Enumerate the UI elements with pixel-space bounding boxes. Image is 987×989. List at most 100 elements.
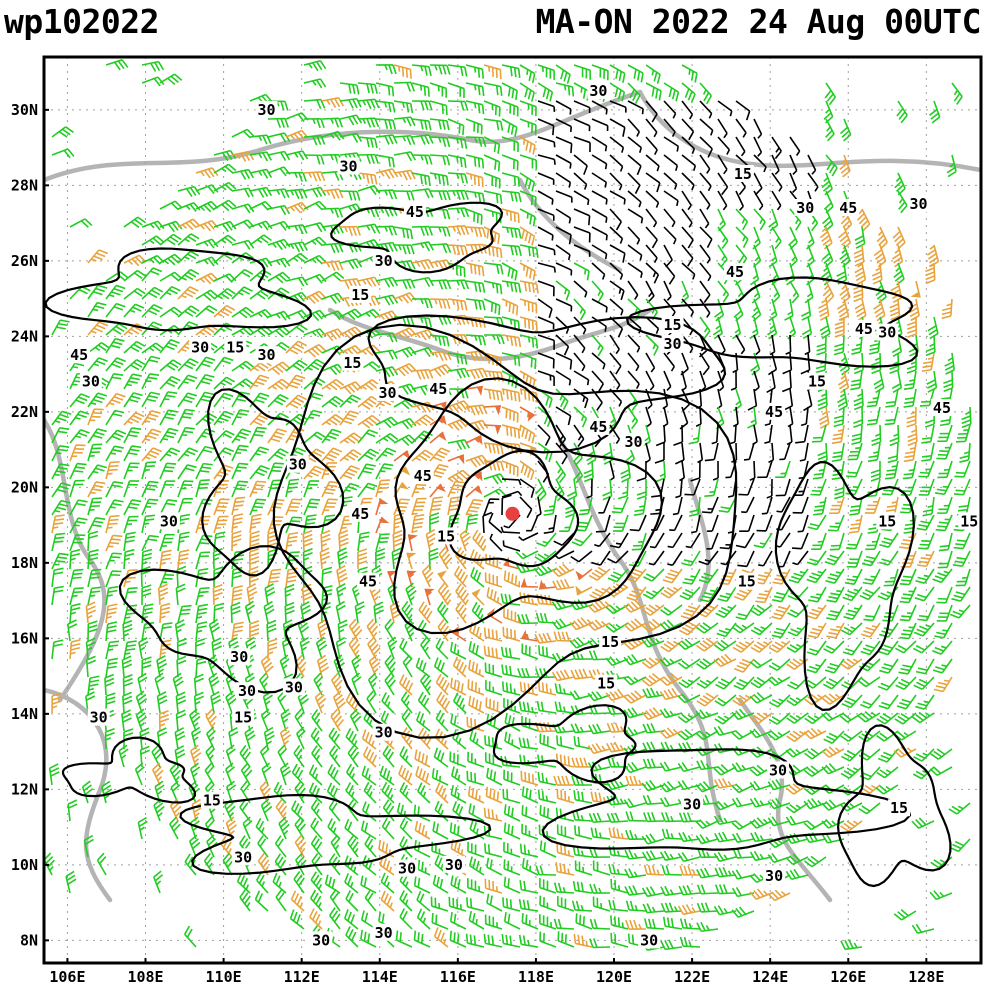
wind-barb xyxy=(466,770,485,786)
contour-label: 30 xyxy=(878,324,896,342)
wind-barb xyxy=(659,656,683,667)
wind-barb xyxy=(840,658,863,670)
wind-barb xyxy=(231,513,244,534)
wind-barb xyxy=(69,479,85,498)
wind-barb xyxy=(320,529,331,552)
wind-barb xyxy=(67,799,78,822)
wind-barb xyxy=(122,691,133,714)
wind-barb xyxy=(156,655,168,678)
wind-barb xyxy=(87,321,109,336)
wind-barb xyxy=(681,550,701,567)
wind-barb xyxy=(411,368,434,380)
storm-time-title: MA-ON 2022 24 Aug 00UTC xyxy=(535,2,982,41)
wind-barb xyxy=(357,448,379,462)
wind-barb xyxy=(230,601,241,624)
wind-barb xyxy=(826,604,845,621)
wind-barb xyxy=(470,567,485,588)
wind-barb xyxy=(310,835,323,858)
wind-barb xyxy=(67,619,78,642)
wind-barb xyxy=(661,865,683,876)
wind-barb xyxy=(321,566,333,588)
wind-barb xyxy=(537,118,555,136)
wind-barb xyxy=(519,154,538,170)
contour-label: 30 xyxy=(375,924,393,942)
wind-barb xyxy=(735,100,751,121)
wind-barb xyxy=(213,430,235,444)
wind-barb xyxy=(501,424,521,439)
wind-barb xyxy=(51,639,64,660)
wind-barb xyxy=(627,280,639,300)
wind-barb xyxy=(429,64,451,75)
wind-barb xyxy=(338,529,349,552)
lon-tick-label: 110E xyxy=(206,968,242,986)
contour-label: 45 xyxy=(406,203,424,221)
wind-barb xyxy=(411,82,430,97)
wind-barb xyxy=(768,640,791,653)
wind-barb xyxy=(519,843,539,858)
wind-barb xyxy=(231,496,246,516)
wind-barb xyxy=(447,496,461,516)
wind-barb xyxy=(208,672,220,696)
wind-barb xyxy=(153,870,164,894)
wind-barb xyxy=(303,498,321,516)
wind-barb xyxy=(177,549,190,570)
wind-barb xyxy=(699,226,713,248)
wind-barb xyxy=(447,279,470,290)
wind-barb xyxy=(267,310,291,321)
wind-barb xyxy=(844,568,863,585)
wind-barb xyxy=(840,730,863,742)
wind-barb xyxy=(826,586,845,603)
wind-barb xyxy=(539,733,557,750)
wind-barb xyxy=(485,786,503,804)
wind-barb xyxy=(336,582,347,606)
wind-barb xyxy=(663,352,675,372)
wind-barb xyxy=(608,406,617,430)
wind-barb xyxy=(713,905,737,916)
wind-barb xyxy=(813,496,827,516)
wind-barb xyxy=(688,424,701,445)
wind-barb xyxy=(357,531,370,552)
wind-barb xyxy=(750,622,773,636)
wind-barb xyxy=(195,621,208,642)
lat-tick-label: 8N xyxy=(20,931,38,949)
wind-barb xyxy=(588,566,611,581)
wind-barb xyxy=(303,200,327,211)
wind-barb xyxy=(177,250,200,264)
wind-barb xyxy=(553,775,575,786)
contour-label: 30 xyxy=(624,433,642,451)
wind-barb xyxy=(411,329,435,341)
wind-barb xyxy=(609,64,626,83)
contour-label: 15 xyxy=(597,675,615,693)
wind-barb xyxy=(627,136,643,153)
wind-barb xyxy=(714,831,737,843)
wind-barb xyxy=(429,226,451,237)
wind-barb xyxy=(714,694,737,707)
wind-barb xyxy=(467,786,485,804)
wind-barb xyxy=(357,414,381,429)
wind-barb xyxy=(483,298,501,316)
wind-barb xyxy=(645,154,660,172)
wind-barb xyxy=(415,766,431,786)
wind-barb xyxy=(824,550,845,566)
wind-barb xyxy=(854,226,866,249)
coastline xyxy=(517,177,623,273)
wind-barb xyxy=(573,226,591,243)
wind-barb xyxy=(465,385,483,396)
wind-barb xyxy=(503,859,521,876)
wind-barb xyxy=(159,200,183,211)
wind-barb xyxy=(750,352,761,376)
wind-barb xyxy=(87,497,103,516)
wind-barb xyxy=(275,798,288,822)
wind-barb xyxy=(285,323,308,336)
wind-barb xyxy=(766,478,773,499)
wind-barb xyxy=(393,64,412,79)
wind-barb xyxy=(141,355,161,372)
wind-barb xyxy=(627,352,640,372)
wind-barb xyxy=(521,823,539,840)
wind-barb xyxy=(418,601,433,624)
wind-barb xyxy=(285,359,308,372)
wind-barb xyxy=(714,712,737,725)
wind-barb xyxy=(829,496,845,515)
wind-barb xyxy=(231,360,255,372)
